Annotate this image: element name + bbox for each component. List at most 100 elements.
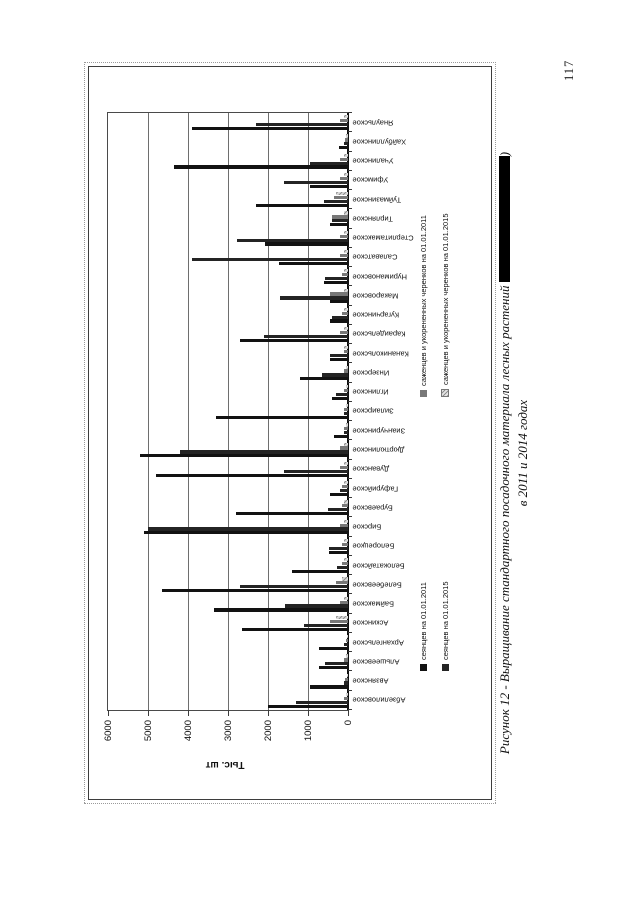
value-tick-label: 3000: [222, 720, 234, 742]
category-label: Учалинское: [352, 156, 394, 166]
category-axis-tick: [348, 535, 352, 537]
bar: [279, 261, 348, 265]
category-axis-tick: [348, 400, 352, 402]
bar: [342, 562, 348, 566]
category-label: Авзянское: [352, 676, 389, 686]
value-axis-tick: [268, 710, 269, 716]
bar: [344, 327, 348, 331]
bar: [344, 211, 348, 215]
category-axis-tick: [348, 516, 352, 518]
bar: [296, 700, 348, 704]
bar: [344, 658, 348, 662]
bar: [344, 250, 348, 254]
bar: [346, 635, 348, 639]
category-axis-tick: [348, 266, 352, 268]
category-axis-tick: [348, 150, 352, 152]
bar: [344, 388, 348, 392]
bar: [344, 481, 348, 485]
gridline: [148, 113, 149, 710]
bar: [344, 369, 348, 373]
bar: [285, 604, 348, 608]
category-axis-tick: [348, 458, 352, 460]
bar: [344, 346, 348, 350]
category-label: Стерлитамакское: [352, 233, 414, 243]
bar: [346, 404, 348, 408]
bar: [330, 223, 348, 227]
bar: [344, 596, 348, 600]
category-label: Иглинское: [352, 387, 389, 397]
caption-line1: Рисунок 12 - Выращивание стандартного по…: [497, 151, 512, 755]
bar: [332, 315, 348, 319]
gridline: [188, 113, 189, 710]
caption-line2: в 2011 и 2014 годах: [515, 399, 530, 507]
bar: [340, 488, 348, 493]
bar: [342, 311, 348, 315]
bar: [242, 627, 348, 631]
category-axis-tick: [348, 593, 352, 595]
bar: [324, 280, 348, 285]
category-label: Зианчуринское: [352, 426, 405, 436]
bar: [334, 435, 348, 439]
category-axis-tick: [348, 612, 352, 614]
bar: [344, 172, 348, 177]
bar: [237, 238, 348, 242]
bar: [148, 527, 348, 531]
category-axis-tick: [348, 285, 352, 287]
bar: [346, 654, 348, 658]
bar: [344, 307, 348, 311]
bar: [192, 126, 348, 131]
bar: [346, 639, 348, 643]
category-axis-tick: [348, 112, 352, 113]
category-label: Туймазинское: [352, 195, 401, 205]
category-axis-tick: [348, 227, 352, 229]
value-tick-label: 2000: [262, 720, 274, 742]
bar: [304, 623, 348, 627]
category-label: Караидельское: [352, 329, 406, 339]
category-axis-tick: [348, 574, 352, 576]
category-label: Дюртюлинское: [352, 445, 404, 455]
bar: [330, 292, 348, 296]
bar: [256, 203, 348, 208]
legend-swatch: [420, 664, 427, 671]
bar: [310, 184, 348, 188]
category-label: Зилаирское: [352, 407, 394, 416]
category-label: Уфимское: [352, 175, 388, 185]
bar: [256, 123, 348, 127]
bar: [319, 666, 348, 670]
bar: [340, 234, 348, 238]
bar: [330, 300, 348, 304]
bar: [344, 558, 348, 562]
bar: [310, 685, 348, 689]
bar: [337, 565, 348, 570]
bar: [340, 253, 348, 258]
category-axis-tick: [348, 554, 352, 556]
bar: [332, 219, 348, 223]
category-label: Абзелиловское: [352, 695, 405, 705]
legend-label: саженцев и укорененных черенков на 01.01…: [419, 215, 428, 386]
bar: [340, 523, 348, 527]
bar: [292, 569, 348, 574]
bar: [346, 384, 348, 388]
bar: [340, 330, 348, 335]
bar: [300, 377, 348, 381]
bar: [340, 176, 348, 181]
category-axis-tick: [348, 304, 352, 306]
category-axis-tick: [348, 651, 352, 653]
bar: [344, 681, 348, 685]
bar: [330, 319, 348, 323]
bar: [322, 373, 348, 377]
page-number: 117: [562, 59, 576, 81]
bar: [325, 277, 348, 281]
bar: [144, 531, 348, 535]
category-axis-tick: [348, 477, 352, 479]
category-label: Инзерское: [352, 368, 389, 378]
bar: [162, 589, 348, 593]
legend-swatch: [442, 664, 449, 671]
bar: [346, 423, 348, 427]
bar: [344, 288, 348, 292]
category-axis-tick: [348, 439, 352, 441]
bar: [340, 157, 348, 161]
category-axis-tick: [348, 497, 352, 499]
bar: [342, 542, 348, 546]
category-label: Аскинское: [352, 618, 388, 628]
